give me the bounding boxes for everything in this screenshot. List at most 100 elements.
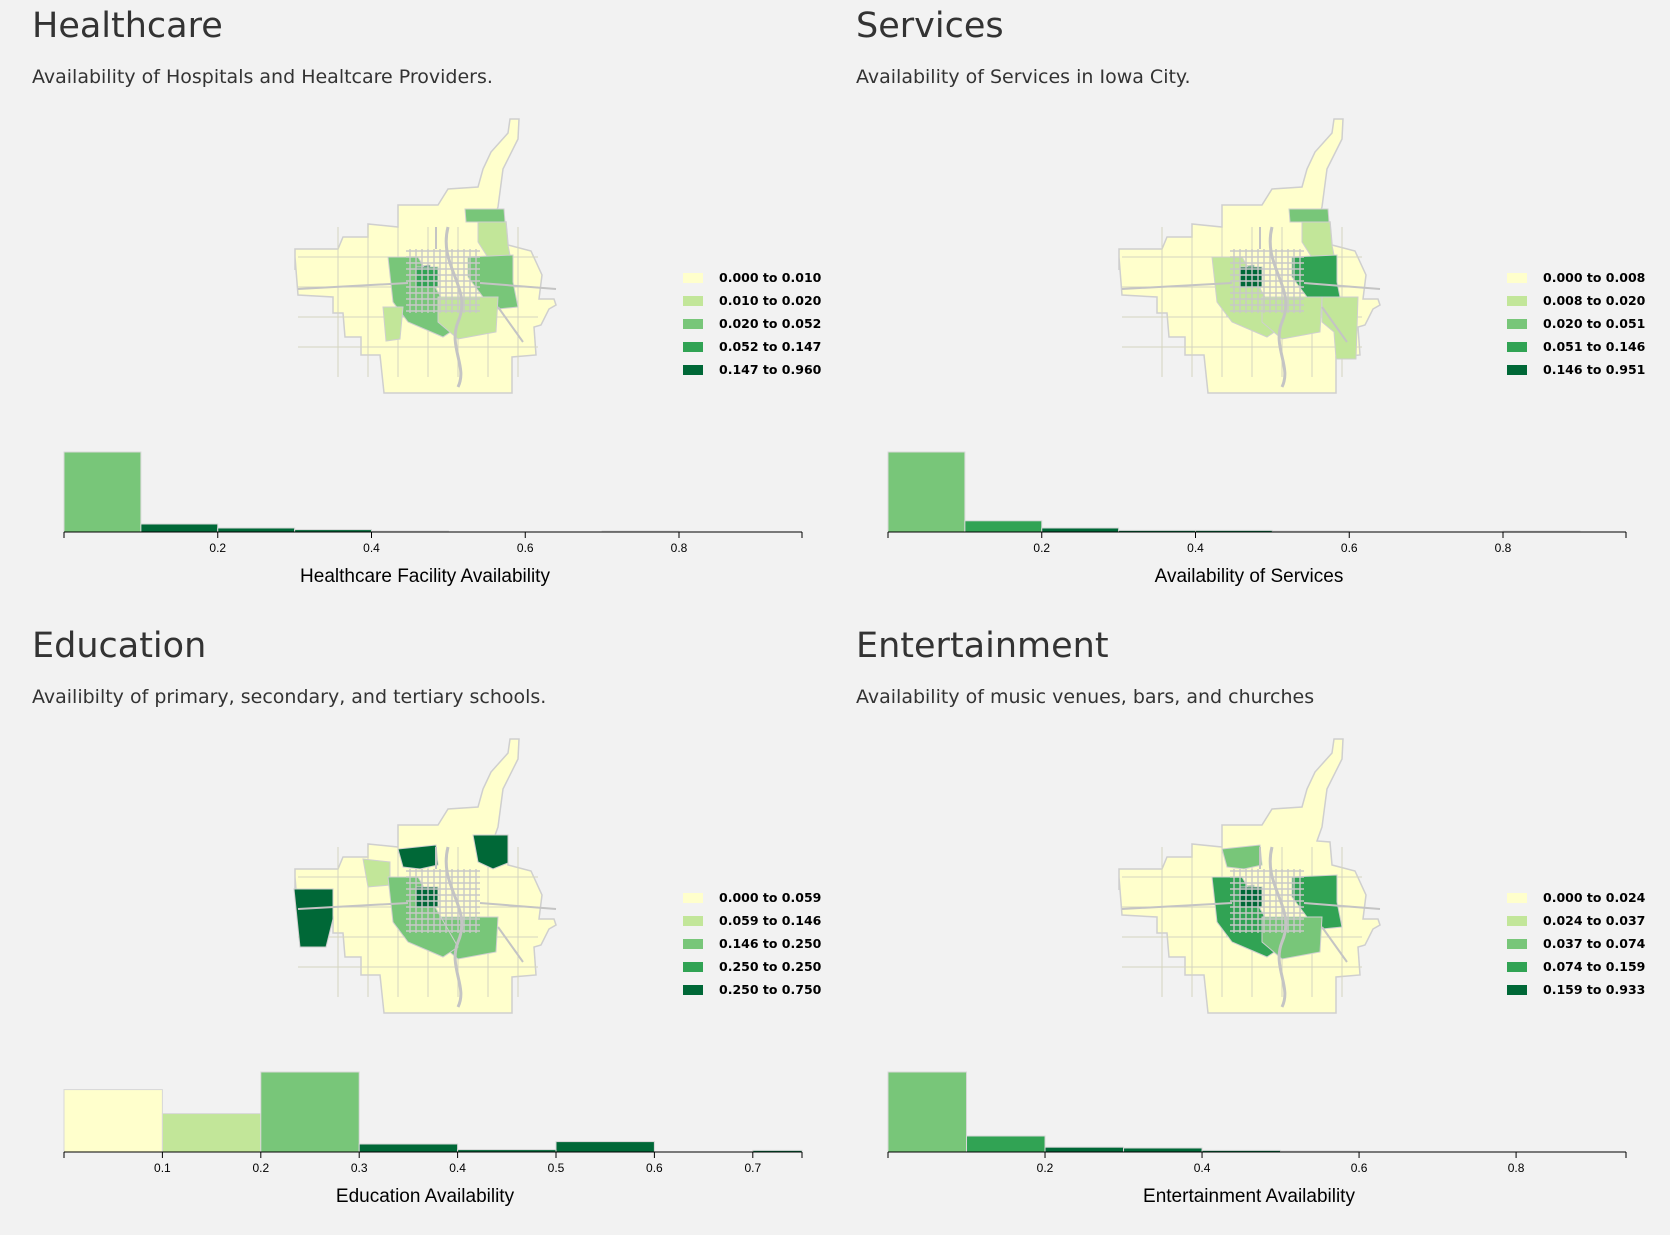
map-region-far-west xyxy=(293,888,334,948)
panel-title: Services xyxy=(856,6,1004,46)
legend: 0.000 to 0.024 0.024 to 0.037 0.037 to 0.0… xyxy=(1507,886,1645,1001)
legend-item: 0.008 to 0.020 xyxy=(1507,289,1645,312)
legend-label: 0.250 to 0.750 xyxy=(719,982,822,997)
legend-swatch xyxy=(1507,961,1527,972)
choropleth-map xyxy=(294,118,557,394)
legend-label: 0.052 to 0.147 xyxy=(719,339,822,354)
map-region-southwest-strip xyxy=(382,306,404,342)
legend-item: 0.250 to 0.250 xyxy=(683,955,821,978)
legend-swatch xyxy=(683,961,703,972)
legend-swatch xyxy=(683,892,703,903)
legend-label: 0.008 to 0.020 xyxy=(1543,293,1646,308)
legend-item: 0.059 to 0.146 xyxy=(683,909,821,932)
legend-swatch xyxy=(683,318,703,329)
legend-swatch xyxy=(1507,938,1527,949)
legend-label: 0.000 to 0.024 xyxy=(1543,890,1646,905)
x-tick-label: 0.2 xyxy=(252,1161,269,1175)
choropleth-map xyxy=(1118,118,1381,394)
histogram-bar xyxy=(555,1141,655,1153)
legend-item: 0.146 to 0.951 xyxy=(1507,358,1645,381)
histogram-bar xyxy=(887,1071,968,1153)
legend-swatch xyxy=(1507,295,1527,306)
legend-swatch xyxy=(1507,341,1527,352)
legend-item: 0.020 to 0.051 xyxy=(1507,312,1645,335)
map-street-network xyxy=(1121,846,1381,1008)
legend-item: 0.037 to 0.074 xyxy=(1507,932,1645,955)
x-axis-label: Entertainment Availability xyxy=(1143,1186,1355,1207)
map-region-north-strip xyxy=(1288,208,1330,223)
x-tick-label: 0.4 xyxy=(1194,1161,1211,1175)
panel-healthcare: Healthcare Availability of Hospitals and… xyxy=(0,0,821,615)
legend-label: 0.250 to 0.250 xyxy=(719,959,822,974)
map-base-tracts xyxy=(1118,738,1381,1014)
legend-swatch xyxy=(683,295,703,306)
panel-title: Healthcare xyxy=(32,6,223,46)
legend-swatch xyxy=(683,984,703,995)
legend: 0.000 to 0.010 0.010 to 0.020 0.020 to 0.0… xyxy=(683,266,821,381)
legend-swatch xyxy=(1507,364,1527,375)
legend-swatch xyxy=(1507,272,1527,283)
legend-swatch xyxy=(683,915,703,926)
x-tick-label: 0.6 xyxy=(646,1161,663,1175)
histogram: 0.2 0.4 0.6 0.8 Entertainment Availability xyxy=(887,1071,1627,1207)
legend-item: 0.020 to 0.052 xyxy=(683,312,821,335)
histogram-bar xyxy=(260,1071,360,1153)
panel-subtitle: Availability of Services in Iowa City. xyxy=(856,66,1191,88)
legend-item: 0.159 to 0.933 xyxy=(1507,978,1645,1001)
x-tick-label: 0.6 xyxy=(1351,1161,1368,1175)
panel-subtitle: Availibilty of primary, secondary, and t… xyxy=(32,686,547,708)
legend-item: 0.000 to 0.010 xyxy=(683,266,821,289)
legend-item: 0.051 to 0.146 xyxy=(1507,335,1645,358)
x-tick-label: 0.8 xyxy=(671,541,688,555)
x-axis-label: Education Availability xyxy=(336,1186,515,1207)
x-axis-label: Availability of Services xyxy=(1155,566,1344,587)
legend-swatch xyxy=(1507,984,1527,995)
map-street-network xyxy=(297,846,557,1008)
panel-title: Entertainment xyxy=(856,626,1109,666)
panel-title: Education xyxy=(32,626,207,666)
map-region-northwest xyxy=(362,858,391,888)
map-region-downtown xyxy=(415,886,439,908)
histogram: 0.2 0.4 0.6 0.8 Availability of Services xyxy=(887,451,1627,587)
histogram-bar xyxy=(140,523,219,533)
x-tick-label: 0.2 xyxy=(1037,1161,1054,1175)
choropleth-map xyxy=(293,738,557,1014)
x-tick-label: 0.5 xyxy=(548,1161,565,1175)
map-region-northeast-block xyxy=(472,834,509,870)
choropleth-map xyxy=(1118,738,1381,1014)
legend-label: 0.059 to 0.146 xyxy=(719,913,822,928)
x-tick-label: 0.2 xyxy=(209,541,226,555)
x-tick-label: 0.2 xyxy=(1033,541,1050,555)
x-tick-label: 0.4 xyxy=(1187,541,1204,555)
x-tick-label: 0.8 xyxy=(1495,541,1512,555)
legend-label: 0.074 to 0.159 xyxy=(1543,959,1646,974)
histogram-bar xyxy=(1123,1147,1203,1153)
legend-swatch xyxy=(683,938,703,949)
map-region-southeast-long xyxy=(1321,296,1359,360)
legend: 0.000 to 0.059 0.059 to 0.146 0.146 to 0.2… xyxy=(683,886,821,1001)
legend-item: 0.146 to 0.250 xyxy=(683,932,821,955)
x-tick-label: 0.6 xyxy=(517,541,534,555)
histogram-bar xyxy=(217,527,296,533)
histogram-bar xyxy=(887,451,966,533)
panel-subtitle: Availability of music venues, bars, and … xyxy=(856,686,1315,708)
panel-education: Education Availibilty of primary, second… xyxy=(0,620,821,1235)
map-region-south-center xyxy=(1261,916,1323,960)
legend-swatch xyxy=(1507,915,1527,926)
legend-item: 0.000 to 0.024 xyxy=(1507,886,1645,909)
map-base-tracts xyxy=(294,118,557,394)
legend-item: 0.052 to 0.147 xyxy=(683,335,821,358)
legend-label: 0.159 to 0.933 xyxy=(1543,982,1646,997)
legend-item: 0.010 to 0.020 xyxy=(683,289,821,312)
legend: 0.000 to 0.008 0.008 to 0.020 0.020 to 0.0… xyxy=(1507,266,1645,381)
map-region-downtown xyxy=(415,266,439,288)
legend-label: 0.000 to 0.059 xyxy=(719,890,822,905)
map-region-south-center xyxy=(437,296,499,340)
legend-item: 0.000 to 0.008 xyxy=(1507,266,1645,289)
map-base-tracts xyxy=(294,738,557,1014)
histogram-bar xyxy=(966,1135,1046,1153)
legend-label: 0.024 to 0.037 xyxy=(1543,913,1646,928)
histogram: 0.2 0.4 0.6 0.8 Healthcare Facility Availabi… xyxy=(63,451,803,587)
legend-label: 0.010 to 0.020 xyxy=(719,293,822,308)
map-region-north-central xyxy=(1221,844,1263,870)
